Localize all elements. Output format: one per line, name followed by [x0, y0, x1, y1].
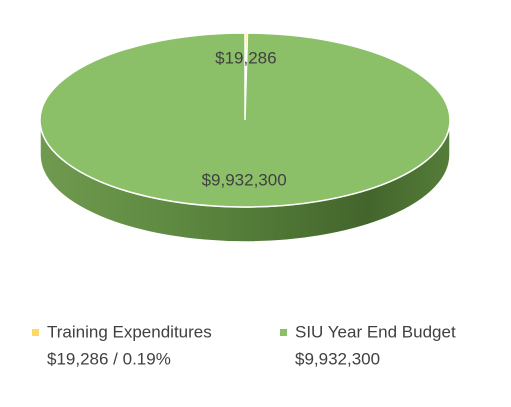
- data-label: $9,932,300: [202, 170, 287, 189]
- data-label: $19,286: [215, 49, 276, 68]
- legend-detail: $19,286 / 0.19%: [47, 349, 171, 368]
- pie-slice: [39, 32, 451, 208]
- legend-label: Training Expenditures: [47, 322, 212, 341]
- legend-detail: $9,932,300: [295, 349, 380, 368]
- legend-label: SIU Year End Budget: [295, 322, 456, 341]
- legend-marker: [280, 329, 287, 336]
- legend-marker: [32, 329, 39, 336]
